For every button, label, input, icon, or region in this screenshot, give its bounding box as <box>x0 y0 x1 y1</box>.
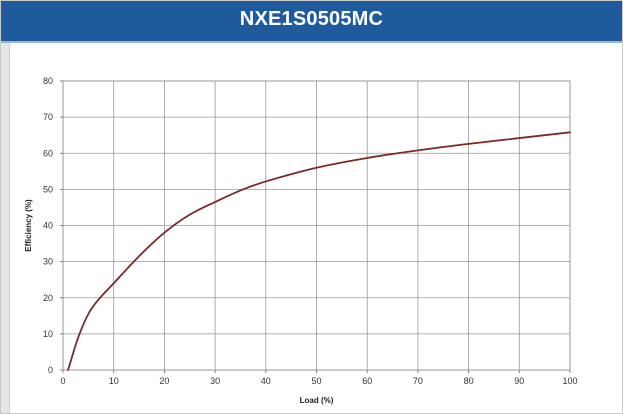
y-tick-label: 60 <box>43 148 53 158</box>
grid <box>60 80 571 373</box>
tick-labels: 0 10 20 30 40 50 60 70 80 90 100 0 10 20 30 40 50 60 70 80 <box>43 76 578 386</box>
x-tick-label: 90 <box>514 376 524 386</box>
y-tick-label: 80 <box>43 76 53 86</box>
efficiency-curve-0 <box>67 131 571 371</box>
x-tick-label: 30 <box>210 376 220 386</box>
x-tick-label: 60 <box>362 376 372 386</box>
x-tick-label: 80 <box>464 376 474 386</box>
y-tick-label: 50 <box>43 184 53 194</box>
y-tick-label: 30 <box>43 257 53 267</box>
x-tick-label: 10 <box>109 376 119 386</box>
chart-title: NXE1S0505MC <box>239 8 384 30</box>
x-tick-label: 100 <box>562 376 577 386</box>
left-rail <box>1 43 10 413</box>
x-tick-label: 50 <box>311 376 321 386</box>
x-tick-label: 0 <box>60 376 65 386</box>
y-tick-label: 10 <box>43 329 53 339</box>
y-tick-label: 0 <box>48 365 53 375</box>
y-axis-label: Efficiency (%) <box>24 199 33 252</box>
title-bar: NXE1S0505MC <box>1 1 622 43</box>
x-tick-label: 40 <box>261 376 271 386</box>
x-tick-label: 70 <box>413 376 423 386</box>
x-axis-label: Load (%) <box>300 396 334 405</box>
y-tick-label: 20 <box>43 293 53 303</box>
y-tick-label: 70 <box>43 112 53 122</box>
series-layer <box>67 131 571 371</box>
x-tick-label: 20 <box>159 376 169 386</box>
y-tick-label: 40 <box>43 221 53 231</box>
